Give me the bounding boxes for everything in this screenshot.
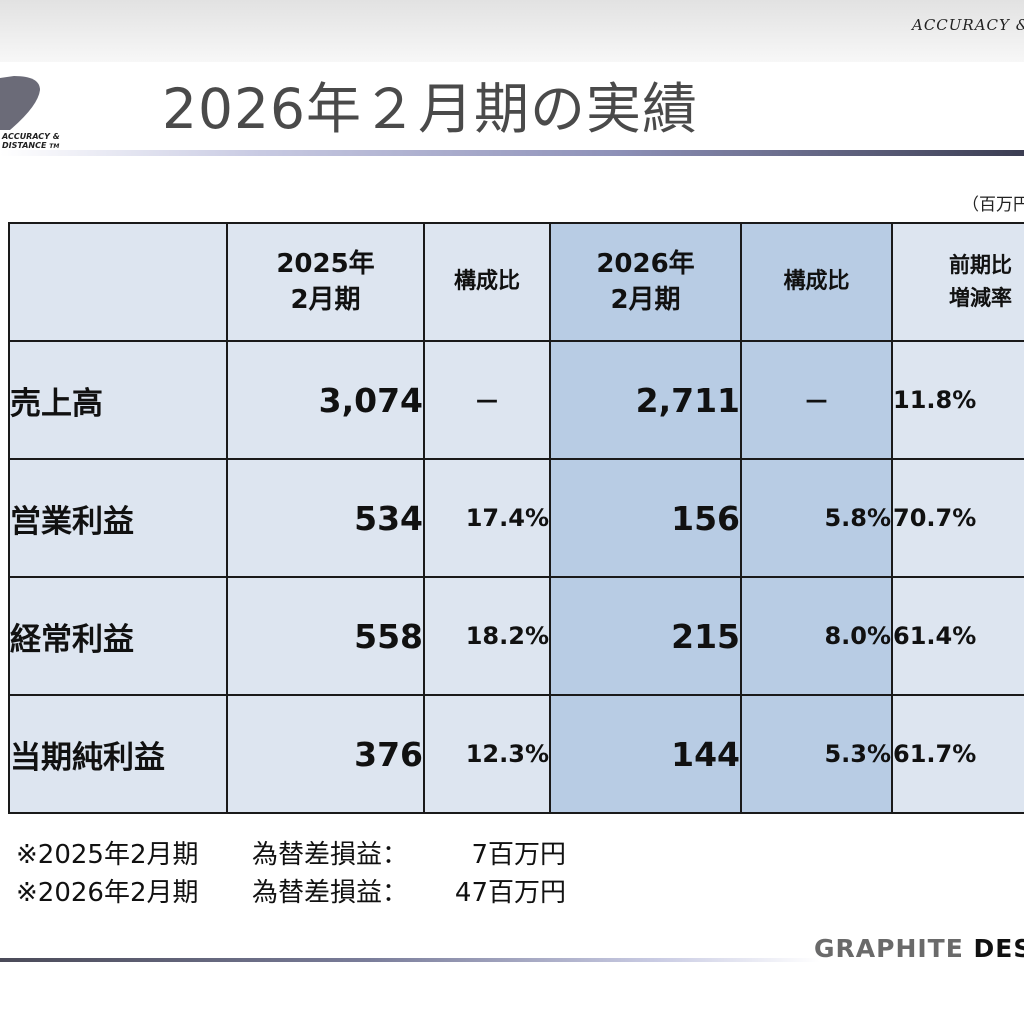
table-row: 当期純利益 376 12.3% 144 5.3% 61.7%	[8, 694, 1024, 814]
footnote-line: ※2026年2月期 為替差損益： 47百万円	[16, 874, 566, 912]
header-empty-cell	[8, 222, 228, 342]
top-band	[0, 0, 1024, 62]
header-ratio-2025: 構成比	[423, 222, 551, 342]
footnote-period: ※2025年2月期	[16, 840, 199, 870]
ratio-2026: 5.8%	[740, 458, 893, 578]
value-2026: 215	[549, 576, 742, 696]
footnote-label: 為替差損益：	[252, 840, 409, 870]
brand-text-part2: DESI	[973, 934, 1024, 963]
row-label: 営業利益	[8, 458, 228, 578]
company-logo: ACCURACY & DISTANCE TM	[0, 76, 76, 156]
row-label: 経常利益	[8, 576, 228, 696]
tagline: ACCURACY &	[912, 16, 1024, 34]
yoy-change: 61.7%	[891, 694, 1024, 814]
table-row: 経常利益 558 18.2% 215 8.0% 61.4%	[8, 576, 1024, 696]
ratio-2026: －	[740, 340, 893, 460]
header-yoy-change: 前期比 増減率	[891, 222, 1024, 342]
brand-logo: GRAPHITE DESI	[814, 934, 1024, 963]
yoy-change: 11.8%	[891, 340, 1024, 460]
ratio-2025: －	[423, 340, 551, 460]
title-divider	[0, 150, 1024, 156]
value-2026: 144	[549, 694, 742, 814]
yoy-change: 70.7%	[891, 458, 1024, 578]
table-row: 売上高 3,074 － 2,711 － 11.8%	[8, 340, 1024, 460]
ratio-2026: 5.3%	[740, 694, 893, 814]
logo-mark-icon	[0, 76, 40, 130]
unit-note: （百万円	[962, 195, 1024, 215]
brand-text-part1: GRAPHITE	[814, 934, 964, 963]
row-label: 売上高	[8, 340, 228, 460]
ratio-2026: 8.0%	[740, 576, 893, 696]
value-2025: 558	[226, 576, 425, 696]
header-2026-period: 2026年 2月期	[549, 222, 742, 342]
header-2025-period: 2025年 2月期	[226, 222, 425, 342]
footnote-line: ※2025年2月期 為替差損益： 7百万円	[16, 836, 566, 874]
page-title: 2026年２月期の実績	[162, 77, 698, 141]
value-2026: 156	[549, 458, 742, 578]
logo-text-line2: DISTANCE	[2, 141, 47, 150]
row-label: 当期純利益	[8, 694, 228, 814]
ratio-2025: 18.2%	[423, 576, 551, 696]
ratio-2025: 12.3%	[423, 694, 551, 814]
footnote-period: ※2026年2月期	[16, 878, 199, 908]
value-2025: 534	[226, 458, 425, 578]
results-table: 2025年 2月期 構成比 2026年 2月期 構成比 前期比 増減率 売上高 …	[8, 222, 1024, 814]
footnotes: ※2025年2月期 為替差損益： 7百万円 ※2026年2月期 為替差損益： 47百万円	[16, 836, 566, 912]
footer-divider	[0, 958, 820, 962]
table-header-row: 2025年 2月期 構成比 2026年 2月期 構成比 前期比 増減率	[8, 222, 1024, 342]
yoy-change: 61.4%	[891, 576, 1024, 696]
logo-text: ACCURACY & DISTANCE TM	[2, 132, 60, 151]
footnote-label: 為替差損益：	[252, 878, 409, 908]
value-2025: 3,074	[226, 340, 425, 460]
value-2025: 376	[226, 694, 425, 814]
footnote-amount: 47百万円	[454, 878, 566, 908]
header-ratio-2026: 構成比	[740, 222, 893, 342]
logo-text-line1: ACCURACY &	[2, 132, 60, 141]
ratio-2025: 17.4%	[423, 458, 551, 578]
logo-tm: TM	[49, 143, 60, 150]
table-row: 営業利益 534 17.4% 156 5.8% 70.7%	[8, 458, 1024, 578]
footnote-amount: 7百万円	[471, 840, 566, 870]
value-2026: 2,711	[549, 340, 742, 460]
